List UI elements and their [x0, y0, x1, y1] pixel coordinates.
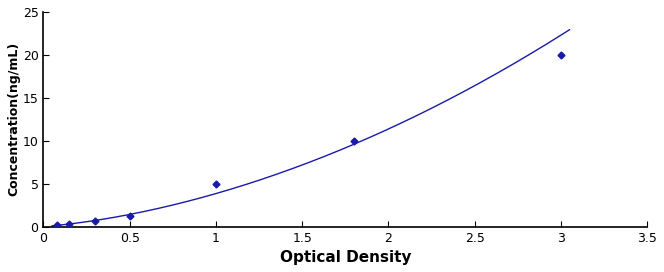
Y-axis label: Concentration(ng/mL): Concentration(ng/mL) [7, 42, 20, 196]
X-axis label: Optical Density: Optical Density [280, 250, 411, 265]
